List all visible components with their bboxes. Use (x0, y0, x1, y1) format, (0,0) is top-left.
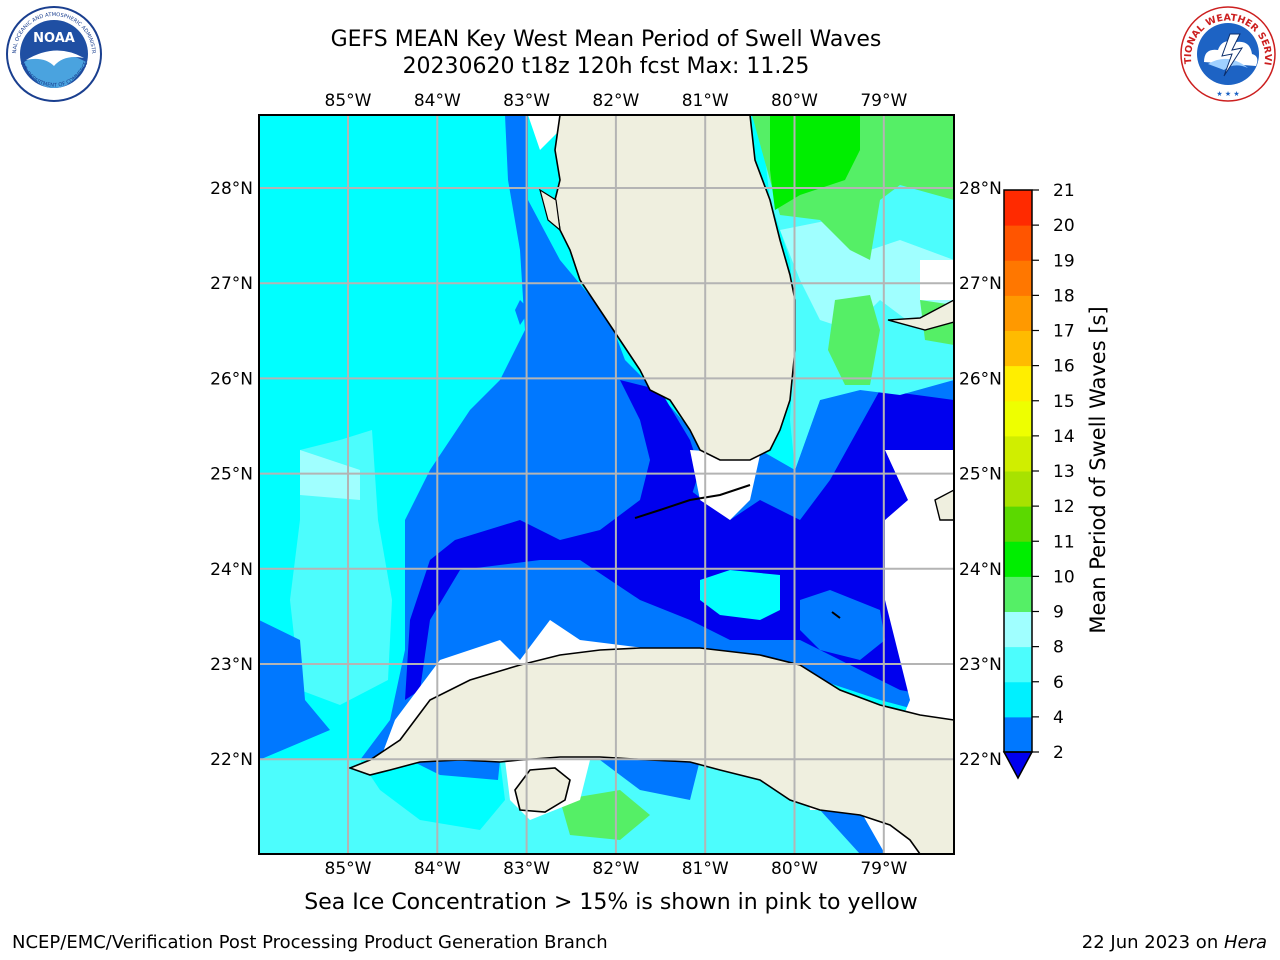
noaa-logo-text: NOAA (33, 31, 75, 46)
colorbar-tick-label: 12 (1053, 497, 1075, 517)
map-area (259, 115, 954, 854)
lat-label-left: 23°N (210, 655, 253, 675)
map-frame (258, 114, 955, 855)
florida-keys (634, 484, 751, 519)
period-10-11-region (770, 115, 860, 210)
lon-label-bottom: 85°W (325, 859, 372, 879)
chart-title: GEFS MEAN Key West Mean Period of Swell … (330, 27, 882, 52)
chart-subtitle: 20230620 t18z 120h fcst Max: 11.25 (402, 54, 810, 79)
isla-juventud-land (514, 767, 571, 813)
lon-label-top: 84°W (414, 91, 461, 111)
colorbar-tick-label: 21 (1053, 181, 1075, 201)
colorbar-segment (1004, 330, 1032, 367)
lon-label-bottom: 79°W (860, 859, 907, 879)
lat-label-left: 27°N (210, 274, 253, 294)
colorbar-tick-label: 14 (1053, 427, 1075, 447)
lat-label-left: 24°N (210, 560, 253, 580)
lat-label-left: 25°N (210, 465, 253, 485)
colorbar-tick-label: 4 (1053, 708, 1064, 728)
colorbar-tick-label: 9 (1053, 603, 1064, 623)
lat-label-right: 25°N (959, 465, 1002, 485)
lat-label-right: 24°N (959, 560, 1002, 580)
lat-label-right: 23°N (959, 655, 1002, 675)
footer-credit: NCEP/EMC/Verification Post Processing Pr… (12, 932, 608, 953)
tick-labels: 85°W 85°W 84°W 84°W 83°W 83°W 82°W 82°W 81°W 81°W… (210, 91, 1002, 879)
cuba-land (347, 647, 954, 854)
period-8-9-patch (300, 450, 360, 500)
colorbar-label: Mean Period of Swell Waves [s] (1086, 306, 1110, 634)
gridlines (259, 115, 954, 854)
colorbar-segment (1004, 506, 1032, 542)
colorbar-segment (1004, 435, 1032, 472)
colorbar-tick-label: 19 (1053, 251, 1075, 271)
colorbar: 2 4 6 8 9 10 11 12 13 14 15 16 17 18 19 20 21 (1002, 181, 1075, 780)
colorbar-segment (1004, 611, 1032, 648)
period-2-4-region-sw (259, 620, 330, 760)
lon-label-top: 81°W (682, 91, 729, 111)
colorbar-segment (1004, 471, 1032, 507)
star-icon: ★ ★ ★ (1216, 90, 1239, 98)
colorbar-segment (1004, 646, 1032, 683)
colorbar-segment (1004, 365, 1032, 402)
lon-label-top: 79°W (860, 91, 907, 111)
colorbar-segment (1004, 260, 1032, 296)
sea-ice-note: Sea Ice Concentration > 15% is shown in … (304, 890, 918, 915)
colorbar-extend-arrow (1002, 751, 1034, 780)
colorbar-tick-label: 18 (1053, 286, 1075, 306)
lat-label-left: 26°N (210, 369, 253, 389)
colorbar-segment (1004, 576, 1032, 612)
colorbar-tick-label: 2 (1053, 743, 1064, 763)
lon-label-bottom: 80°W (771, 859, 818, 879)
colorbar-tick-label: 6 (1053, 673, 1064, 693)
colorbar-segment (1004, 681, 1032, 718)
lon-label-bottom: 81°W (682, 859, 729, 879)
lon-label-top: 82°W (592, 91, 639, 111)
lat-label-left: 28°N (210, 179, 253, 199)
nws-logo: NATIONAL WEATHER SERVICE ★ ★ ★ (1178, 4, 1276, 102)
lat-label-right: 22°N (959, 750, 1002, 770)
colorbar-segment (1004, 400, 1032, 437)
colorbar-segment (1004, 541, 1032, 577)
lat-label-right: 26°N (959, 369, 1002, 389)
colorbar-tick-label: 17 (1053, 322, 1075, 342)
colorbar-tick-label: 13 (1053, 462, 1075, 482)
period-6-8-region (290, 430, 392, 705)
period-8-9-region (780, 220, 954, 330)
noaa-logo: NOAA NATIONAL OCEANIC AND ATMOSPHERIC AD… (4, 4, 102, 102)
lat-label-right: 27°N (959, 274, 1002, 294)
colorbar-tick-label: 11 (1053, 532, 1075, 552)
lon-label-top: 80°W (771, 91, 818, 111)
lat-label-left: 22°N (210, 750, 253, 770)
lon-label-top: 83°W (503, 91, 550, 111)
no-data-bahamas (885, 450, 954, 760)
colorbar-tick-label: 10 (1053, 567, 1075, 587)
footer-date: 22 Jun 2023 on Hera (1081, 932, 1267, 953)
colorbar-tick-label: 15 (1053, 392, 1075, 412)
colorbar-tick-label: 20 (1053, 216, 1075, 236)
colorbar-segment (1004, 225, 1032, 261)
colorbar-segment (1004, 716, 1032, 753)
lon-label-top: 85°W (325, 91, 372, 111)
footer-machine: Hera (1223, 932, 1267, 953)
colorbar-tick-label: 8 (1053, 638, 1064, 658)
colorbar-segment (1004, 190, 1032, 226)
lat-label-right: 28°N (959, 179, 1002, 199)
lon-label-bottom: 84°W (414, 859, 461, 879)
colorbar-segment (1004, 295, 1032, 331)
lon-label-bottom: 83°W (503, 859, 550, 879)
lon-label-bottom: 82°W (592, 859, 639, 879)
colorbar-tick-label: 16 (1053, 357, 1075, 377)
